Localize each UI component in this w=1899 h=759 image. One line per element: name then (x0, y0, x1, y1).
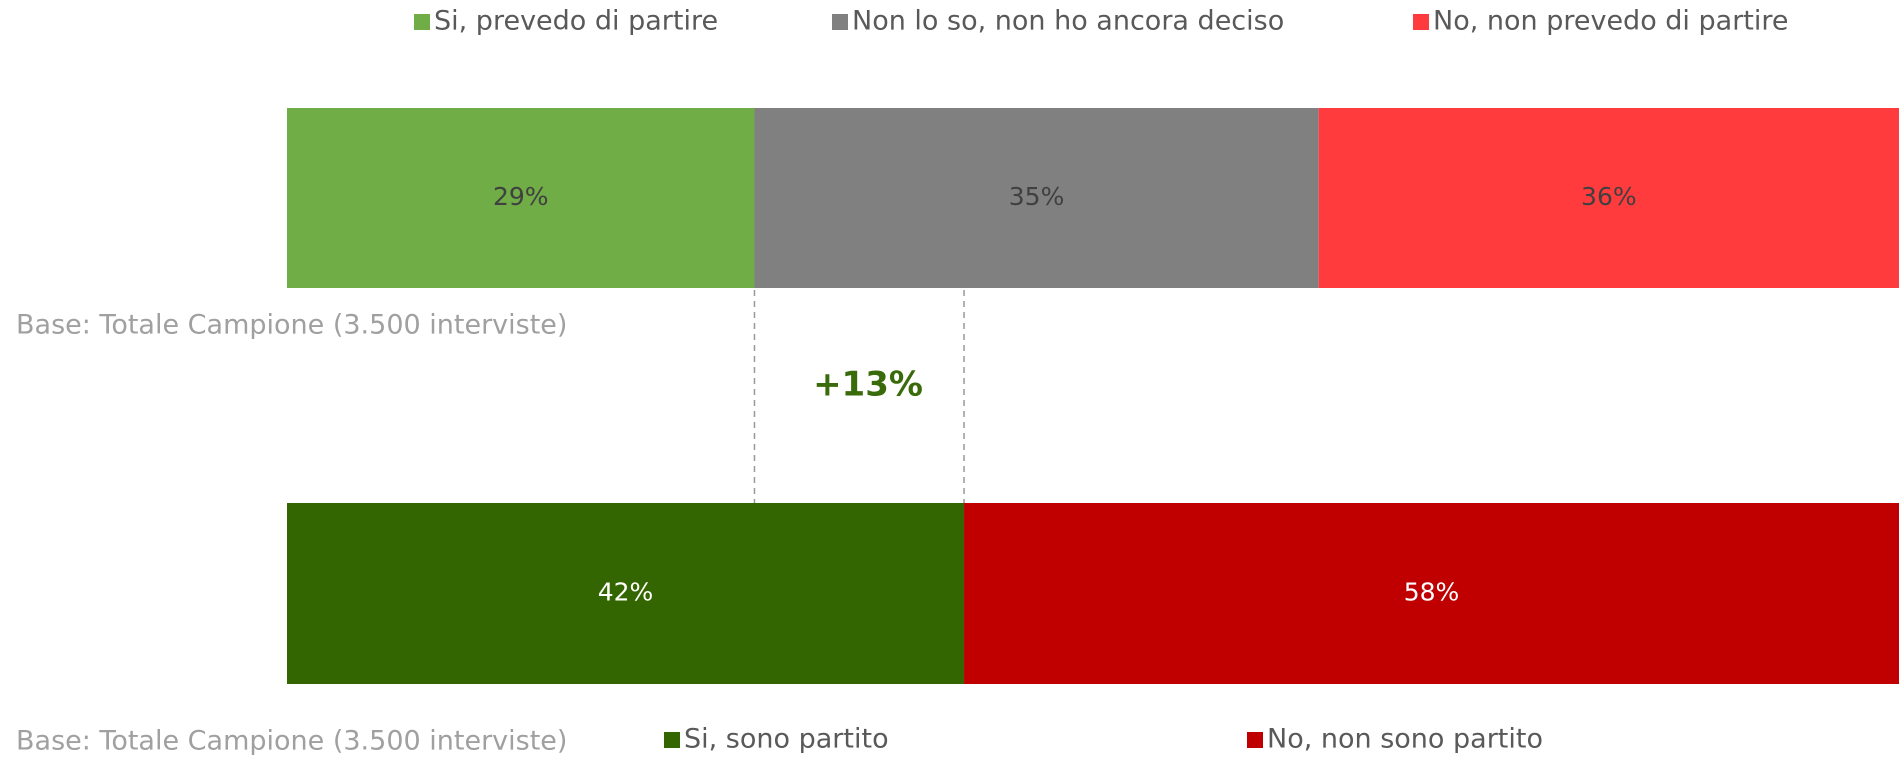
legend-swatch (832, 14, 848, 30)
legend-swatch (664, 732, 680, 748)
base-note: Base: Totale Campione (3.500 interviste) (16, 726, 567, 757)
base-note: Base: Totale Campione (3.500 interviste) (16, 310, 567, 341)
bar-segment (287, 503, 965, 684)
legend-label: Si, sono partito (684, 724, 889, 755)
data-label: 58% (1404, 578, 1460, 607)
legend-swatch (1413, 14, 1429, 30)
bar-segment (964, 503, 1899, 684)
legend-label: No, non prevedo di partire (1433, 6, 1789, 37)
data-label: 36% (1581, 182, 1637, 211)
data-label: 35% (1009, 182, 1065, 211)
legend-label: No, non sono partito (1267, 724, 1543, 755)
legend-swatch (414, 14, 430, 30)
bar-segment (287, 108, 755, 288)
legend-swatch (1247, 732, 1263, 748)
data-label: 29% (493, 182, 549, 211)
bar-segment (1318, 108, 1899, 288)
difference-annotation: +13% (813, 365, 923, 405)
bar-segment (754, 108, 1319, 288)
legend-label: Non lo so, non ho ancora deciso (852, 6, 1284, 37)
data-label: 42% (598, 578, 654, 607)
legend-label: Si, prevedo di partire (434, 6, 718, 37)
